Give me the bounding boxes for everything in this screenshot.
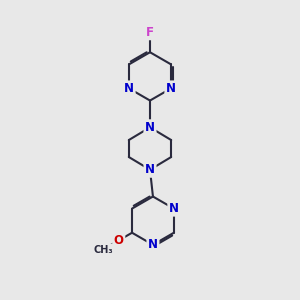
Text: N: N	[145, 163, 155, 176]
Text: F: F	[146, 26, 154, 39]
Text: CH₃: CH₃	[93, 244, 113, 254]
Text: N: N	[166, 82, 176, 95]
Text: N: N	[169, 202, 179, 215]
Text: N: N	[145, 121, 155, 134]
Text: O: O	[114, 234, 124, 247]
Text: N: N	[124, 82, 134, 95]
Text: N: N	[148, 238, 158, 251]
